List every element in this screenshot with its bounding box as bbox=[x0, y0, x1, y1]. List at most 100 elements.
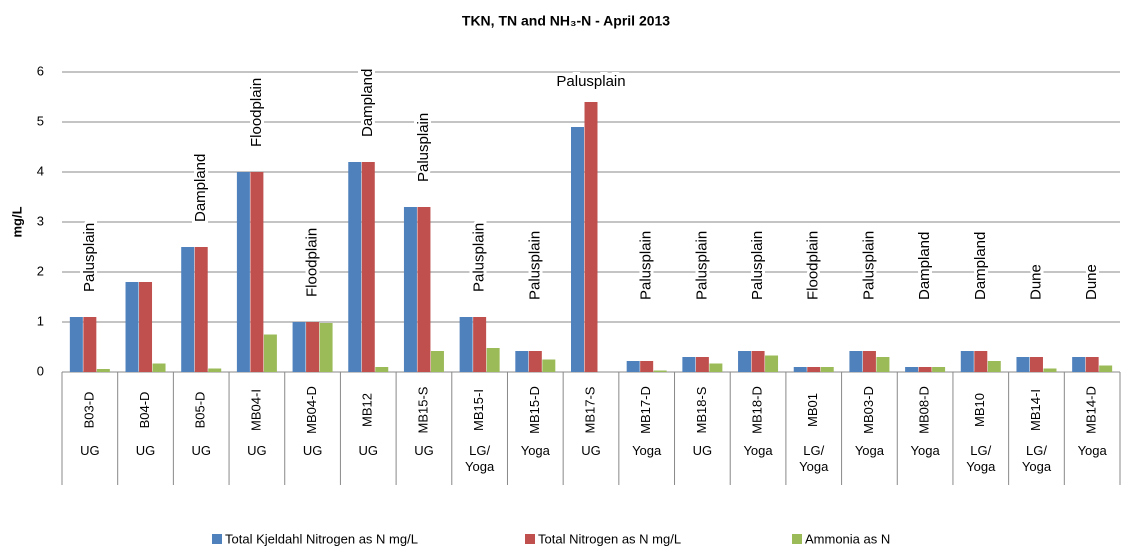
annotation: Palusplain bbox=[749, 231, 766, 300]
group-label: UG bbox=[191, 443, 211, 458]
bar bbox=[765, 355, 779, 372]
group-label: Yoga bbox=[520, 443, 550, 458]
bar bbox=[918, 367, 932, 372]
x-tick-label: MB15-S bbox=[415, 386, 430, 433]
bar bbox=[96, 369, 110, 372]
y-tick-label: 5 bbox=[37, 113, 44, 128]
bar bbox=[695, 357, 709, 372]
bar bbox=[626, 361, 640, 372]
bar bbox=[361, 162, 375, 372]
bar bbox=[1043, 368, 1057, 372]
x-tick-label: MB17-D bbox=[638, 386, 653, 434]
annotation: Palusplain bbox=[526, 231, 543, 300]
bar bbox=[1029, 357, 1043, 372]
bar bbox=[709, 363, 723, 372]
group-label: LG/ Yoga bbox=[966, 443, 996, 474]
x-tick-label: MB14-I bbox=[1028, 389, 1043, 431]
annotation: Palusplain bbox=[693, 231, 710, 300]
bar bbox=[528, 351, 542, 372]
bar bbox=[403, 207, 417, 372]
group-label: UG bbox=[692, 443, 713, 458]
legend-swatch bbox=[525, 534, 535, 544]
annotation: Dampland bbox=[192, 154, 209, 222]
annotation: Dampland bbox=[359, 69, 376, 137]
bar bbox=[263, 334, 277, 372]
bar bbox=[139, 282, 153, 372]
bar bbox=[751, 351, 765, 372]
bar bbox=[152, 363, 166, 372]
bar bbox=[1099, 365, 1113, 372]
bar bbox=[793, 367, 807, 372]
bar bbox=[820, 367, 834, 372]
y-axis-label: mg/L bbox=[9, 206, 24, 237]
legend-label: Total Nitrogen as N mg/L bbox=[538, 531, 681, 546]
legend-label: Total Kjeldahl Nitrogen as N mg/L bbox=[225, 531, 418, 546]
y-tick-label: 3 bbox=[37, 213, 44, 228]
bar bbox=[486, 348, 500, 372]
bar bbox=[738, 351, 752, 372]
bar bbox=[515, 351, 529, 372]
annotation: Palusplain bbox=[415, 113, 432, 182]
x-tick-label: MB12 bbox=[360, 393, 375, 427]
x-tick-label: MB01 bbox=[805, 393, 820, 427]
bar bbox=[542, 359, 556, 372]
x-tick-label: MB10 bbox=[972, 393, 987, 427]
annotation: Dampland bbox=[972, 232, 989, 300]
annotation: Floodplain bbox=[248, 78, 265, 147]
group-label: UG bbox=[358, 443, 379, 458]
bar bbox=[1085, 357, 1099, 372]
group-label: Yoga bbox=[1077, 443, 1107, 458]
bar bbox=[69, 317, 83, 372]
x-tick-label: B04-D bbox=[137, 392, 152, 429]
bar bbox=[348, 162, 362, 372]
x-tick-label: MB18-D bbox=[749, 386, 764, 434]
y-tick-label: 1 bbox=[37, 313, 44, 328]
bar bbox=[849, 351, 863, 372]
bar bbox=[1072, 357, 1086, 372]
group-label: UG bbox=[135, 443, 156, 458]
x-tick-label: MB03-D bbox=[861, 386, 876, 434]
bar bbox=[181, 247, 195, 372]
group-label: Yoga bbox=[743, 443, 773, 458]
bar bbox=[208, 368, 222, 372]
annotation: Palusplain bbox=[81, 223, 98, 292]
bar bbox=[430, 351, 444, 372]
bar bbox=[375, 367, 389, 372]
annotation: Palusplain bbox=[860, 231, 877, 300]
bar bbox=[417, 207, 431, 372]
bar bbox=[306, 322, 320, 372]
group-label: Yoga bbox=[910, 443, 940, 458]
annotation: Floodplain bbox=[805, 231, 822, 300]
legend-swatch bbox=[212, 534, 222, 544]
bar bbox=[960, 351, 974, 372]
legend-swatch bbox=[792, 534, 802, 544]
bar bbox=[876, 357, 890, 372]
group-label: LG/ Yoga bbox=[799, 443, 829, 474]
annotation: Palusplain bbox=[471, 223, 488, 292]
x-tick-label: MB15-I bbox=[471, 389, 486, 431]
annotation: Dampland bbox=[916, 232, 933, 300]
x-tick-label: B05-D bbox=[193, 392, 208, 429]
bar bbox=[862, 351, 876, 372]
group-label: UG bbox=[247, 443, 267, 458]
y-tick-label: 4 bbox=[37, 163, 44, 178]
bar bbox=[459, 317, 473, 372]
group-label: LG/ Yoga bbox=[1021, 443, 1052, 474]
annotation: Dune bbox=[1027, 264, 1044, 300]
y-tick-label: 6 bbox=[37, 63, 44, 78]
x-tick-label: MB15-D bbox=[527, 386, 542, 434]
bar bbox=[807, 367, 821, 372]
annotation: Palusplain bbox=[556, 73, 625, 90]
bar bbox=[640, 361, 654, 372]
bar bbox=[584, 102, 598, 372]
x-tick-label: B03-D bbox=[81, 392, 96, 429]
x-tick-label: MB18-S bbox=[694, 386, 709, 433]
group-label: UG bbox=[302, 443, 323, 458]
x-tick-label: MB17-S bbox=[582, 386, 597, 433]
group-label: Yoga bbox=[854, 443, 884, 458]
bar bbox=[83, 317, 97, 372]
x-tick-label: MB08-D bbox=[917, 386, 932, 434]
annotation: Dune bbox=[1083, 264, 1100, 300]
bar bbox=[682, 357, 696, 372]
